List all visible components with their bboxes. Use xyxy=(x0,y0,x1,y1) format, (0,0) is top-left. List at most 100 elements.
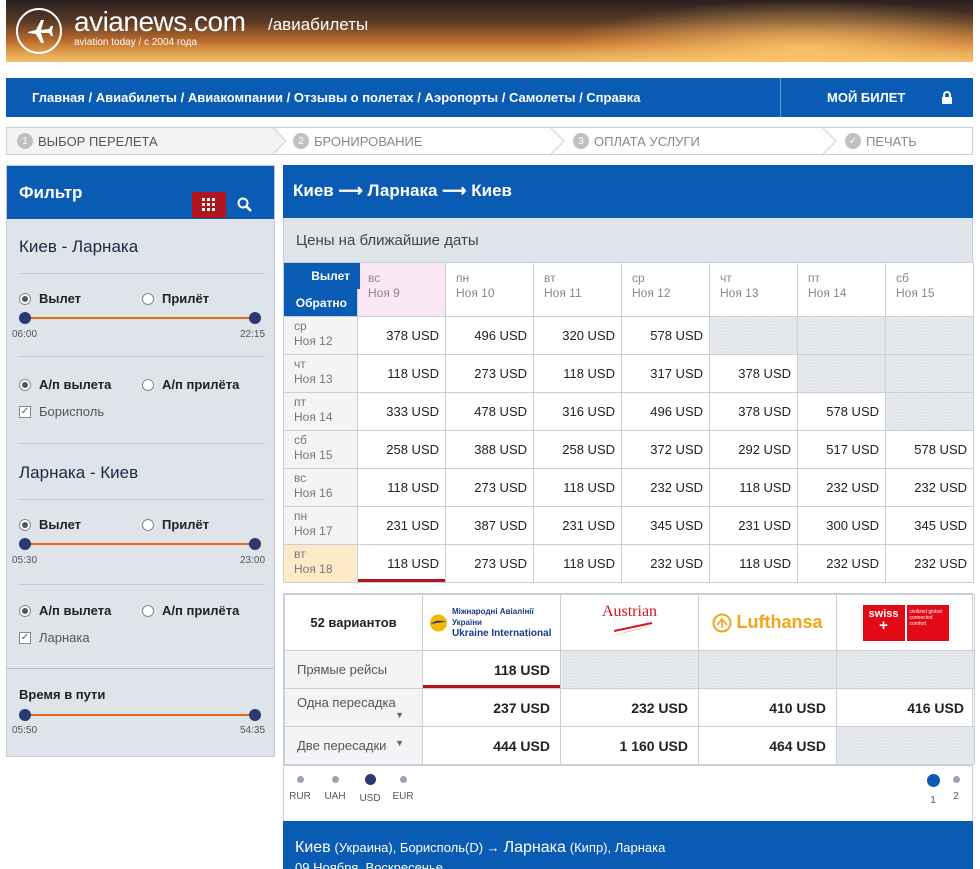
price-cell[interactable]: 345 USD xyxy=(621,506,710,545)
depart-date-header[interactable]: вт Ноя 11 xyxy=(533,262,622,317)
route2-arrive-radio[interactable]: Прилёт xyxy=(142,517,209,532)
nav-link-reviews[interactable]: Отзывы о полетах xyxy=(293,90,414,105)
currency-uah[interactable]: UAH xyxy=(323,776,347,802)
search-icon[interactable] xyxy=(237,197,252,212)
price-cell[interactable]: 387 USD xyxy=(445,506,534,545)
nav-link-airports[interactable]: Аэропорты xyxy=(424,90,499,105)
return-date-header[interactable]: сб Ноя 15 xyxy=(283,430,358,469)
return-date-header[interactable]: пт Ноя 14 xyxy=(283,392,358,431)
route1-airport-dep-radio[interactable]: А/п вылета xyxy=(19,377,111,392)
price-cell[interactable]: 273 USD xyxy=(445,468,534,507)
airline-price-cell[interactable]: 118 USD xyxy=(422,650,561,689)
price-cell[interactable]: 232 USD xyxy=(885,468,974,507)
route2-airport-dep-radio[interactable]: А/п вылета xyxy=(19,603,111,618)
price-cell[interactable]: 345 USD xyxy=(885,506,974,545)
step-print[interactable]: ✓ ПЕЧАТЬ xyxy=(829,128,969,154)
price-cell[interactable]: 300 USD xyxy=(797,506,886,545)
price-cell[interactable]: 292 USD xyxy=(709,430,798,469)
price-cell[interactable]: 478 USD xyxy=(445,392,534,431)
price-cell[interactable]: 118 USD xyxy=(357,544,446,583)
price-cell[interactable]: 273 USD xyxy=(445,354,534,393)
nav-link-home[interactable]: Главная xyxy=(32,90,85,105)
currency-usd[interactable]: USD xyxy=(358,774,382,804)
price-cell[interactable]: 578 USD xyxy=(621,316,710,355)
price-cell[interactable]: 232 USD xyxy=(797,544,886,583)
depart-date-header[interactable]: сб Ноя 15 xyxy=(885,262,974,317)
step-payment[interactable]: 3 ОПЛАТА УСЛУГИ xyxy=(557,128,837,154)
step-booking[interactable]: 2 БРОНИРОВАНИЕ xyxy=(279,128,565,154)
my-ticket-button[interactable]: МОЙ БИЛЕТ xyxy=(780,78,973,117)
price-cell[interactable]: 118 USD xyxy=(357,354,446,393)
price-cell[interactable]: 231 USD xyxy=(709,506,798,545)
stops-filter-label[interactable]: Одна пересадка ▼ xyxy=(284,688,423,727)
airline-price-cell[interactable]: 1 160 USD xyxy=(560,726,699,765)
airline-price-cell[interactable]: 232 USD xyxy=(560,688,699,727)
price-cell[interactable]: 231 USD xyxy=(357,506,446,545)
airplane-logo-icon[interactable] xyxy=(16,8,62,54)
price-cell[interactable]: 378 USD xyxy=(709,392,798,431)
route1-time-slider[interactable] xyxy=(19,312,261,324)
price-cell[interactable]: 372 USD xyxy=(621,430,710,469)
airline-price-cell[interactable]: 444 USD xyxy=(422,726,561,765)
step-select-flight[interactable]: 1 ВЫБОР ПЕРЕЛЕТА xyxy=(7,128,287,154)
route1-airport-checkbox[interactable]: ✓ Борисполь xyxy=(19,404,105,419)
airline-logo-lufthansa[interactable]: Lufthansa xyxy=(698,594,837,651)
airline-price-cell[interactable]: 464 USD xyxy=(698,726,837,765)
price-cell[interactable]: 232 USD xyxy=(885,544,974,583)
nav-link-airlines[interactable]: Авиакомпании xyxy=(187,90,284,105)
airline-logo-austrian[interactable]: Austrian xyxy=(560,594,699,651)
price-cell[interactable]: 258 USD xyxy=(533,430,622,469)
return-date-header[interactable]: вт Ноя 18 xyxy=(283,544,358,583)
route2-airport-checkbox[interactable]: ✓ Ларнака xyxy=(19,630,90,645)
depart-date-header[interactable]: пт Ноя 14 xyxy=(797,262,886,317)
price-cell[interactable]: 118 USD xyxy=(533,468,622,507)
price-cell[interactable]: 118 USD xyxy=(357,468,446,507)
route1-depart-radio[interactable]: Вылет xyxy=(19,291,81,306)
depart-date-header[interactable]: ср Ноя 12 xyxy=(621,262,710,317)
currency-rur[interactable]: RUR xyxy=(288,776,312,802)
depart-date-header[interactable]: чт Ноя 13 xyxy=(709,262,798,317)
currency-eur[interactable]: EUR xyxy=(391,776,415,802)
price-cell[interactable]: 232 USD xyxy=(797,468,886,507)
price-cell[interactable]: 378 USD xyxy=(357,316,446,355)
price-cell[interactable]: 578 USD xyxy=(885,430,974,469)
nav-link-tickets[interactable]: Авиабилеты xyxy=(95,90,177,105)
nav-link-help[interactable]: Справка xyxy=(586,90,641,105)
price-cell[interactable]: 118 USD xyxy=(709,544,798,583)
price-cell[interactable]: 317 USD xyxy=(621,354,710,393)
route2-depart-radio[interactable]: Вылет xyxy=(19,517,81,532)
stops-filter-label[interactable]: Прямые рейсы xyxy=(284,650,423,689)
duration-slider[interactable] xyxy=(19,709,261,721)
airline-price-cell[interactable]: 237 USD xyxy=(422,688,561,727)
depart-date-header[interactable]: вс Ноя 9 xyxy=(357,262,446,317)
airline-price-cell[interactable]: 410 USD xyxy=(698,688,837,727)
return-date-header[interactable]: пн Ноя 17 xyxy=(283,506,358,545)
route2-airport-arr-radio[interactable]: А/п прилёта xyxy=(142,603,239,618)
nav-link-planes[interactable]: Самолеты xyxy=(508,90,576,105)
return-date-header[interactable]: чт Ноя 13 xyxy=(283,354,358,393)
route1-arrive-radio[interactable]: Прилёт xyxy=(142,291,209,306)
price-cell[interactable]: 231 USD xyxy=(533,506,622,545)
site-name[interactable]: avianews.com xyxy=(74,6,246,37)
page-1[interactable]: 1 xyxy=(921,774,945,806)
price-cell[interactable]: 258 USD xyxy=(357,430,446,469)
price-cell[interactable]: 388 USD xyxy=(445,430,534,469)
return-date-header[interactable]: вс Ноя 16 xyxy=(283,468,358,507)
price-cell[interactable]: 333 USD xyxy=(357,392,446,431)
airline-logo-swiss[interactable]: swiss + civilized global connected comfor… xyxy=(836,594,975,651)
airline-logo-uia[interactable]: Міжнародні Авіалінії України Ukraine Int… xyxy=(422,594,561,651)
price-cell[interactable]: 316 USD xyxy=(533,392,622,431)
route2-time-slider[interactable] xyxy=(19,538,261,550)
price-cell[interactable]: 496 USD xyxy=(621,392,710,431)
price-cell[interactable]: 378 USD xyxy=(709,354,798,393)
price-cell[interactable]: 496 USD xyxy=(445,316,534,355)
price-cell[interactable]: 517 USD xyxy=(797,430,886,469)
page-2[interactable]: 2 xyxy=(944,776,968,802)
price-cell[interactable]: 320 USD xyxy=(533,316,622,355)
price-cell[interactable]: 118 USD xyxy=(533,354,622,393)
price-cell[interactable]: 578 USD xyxy=(797,392,886,431)
price-cell[interactable]: 118 USD xyxy=(709,468,798,507)
price-cell[interactable]: 232 USD xyxy=(621,544,710,583)
airline-price-cell[interactable]: 416 USD xyxy=(836,688,975,727)
depart-date-header[interactable]: пн Ноя 10 xyxy=(445,262,534,317)
